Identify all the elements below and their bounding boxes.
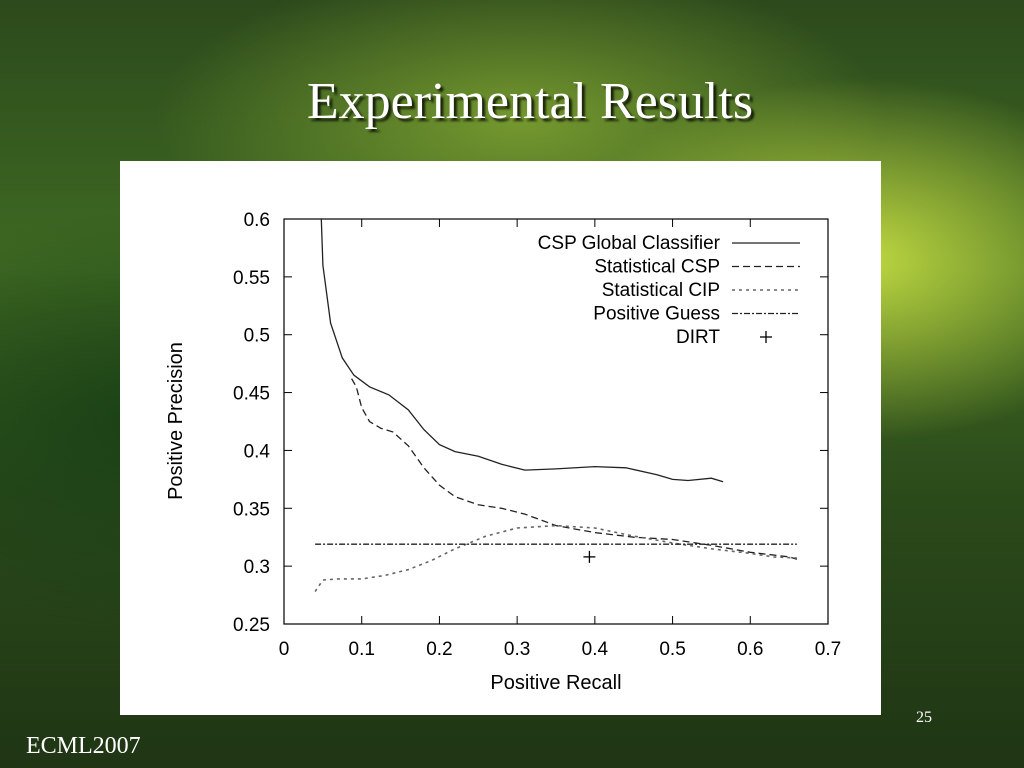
data-series bbox=[314, 218, 798, 593]
x-tick-label: 0.4 bbox=[582, 639, 609, 660]
y-tick-label: 0.25 bbox=[233, 615, 270, 636]
slide-title: Experimental Results bbox=[306, 73, 754, 130]
x-tick-label: 0 bbox=[279, 639, 290, 660]
statistical-cip-line bbox=[314, 524, 797, 593]
x-tick-label: 0.3 bbox=[504, 639, 530, 660]
y-tick-label: 0.45 bbox=[233, 384, 270, 405]
y-tick-label: 0.55 bbox=[233, 268, 270, 289]
legend-marker-dirt bbox=[760, 331, 772, 343]
x-axis-label: Positive Recall bbox=[490, 672, 621, 694]
statistical-csp-line bbox=[351, 378, 798, 560]
chart-legend: CSP Global Classifier Statistical CSPStat… bbox=[538, 233, 800, 348]
y-tick-label: 0.5 bbox=[244, 326, 270, 347]
dirt-point bbox=[583, 550, 596, 563]
axis-ticks: 0 0.1 0.2 0.3 0.4 0.5 0.6 0.7 0.25 0.3 0.35 0.4 0.45… bbox=[233, 210, 841, 660]
footer-text: ECML2007 bbox=[26, 733, 141, 759]
chart-panel: 0 0.1 0.2 0.3 0.4 0.5 0.6 0.7 0.25 0.3 0.35 0.4 0.45… bbox=[120, 161, 881, 715]
plot-frame bbox=[283, 218, 829, 625]
precision-recall-chart: 0 0.1 0.2 0.3 0.4 0.5 0.6 0.7 0.25 0.3 0.35 0.4 0.45… bbox=[165, 210, 841, 694]
x-tick-label: 0.5 bbox=[659, 639, 685, 660]
legend-label-csp-global-classifier: CSP Global Classifier bbox=[538, 233, 721, 254]
legend-label-statistical-csp: Statistical CSP bbox=[594, 257, 720, 278]
x-tick-label: 0.6 bbox=[737, 639, 763, 660]
slide-number: 25 bbox=[916, 709, 932, 726]
legend-label-statistical-cip: Statistical CIP bbox=[602, 280, 720, 301]
legend-label-positive-guess: Positive Guess bbox=[593, 304, 720, 325]
y-tick-label: 0.35 bbox=[233, 499, 270, 520]
x-tick-label: 0.7 bbox=[815, 639, 841, 660]
y-tick-label: 0.4 bbox=[244, 441, 271, 462]
y-tick-label: 0.6 bbox=[244, 210, 270, 231]
x-tick-label: 0.2 bbox=[426, 639, 452, 660]
y-axis-label: Positive Precision bbox=[165, 342, 187, 500]
y-tick-label: 0.3 bbox=[244, 557, 270, 578]
csp-global-classifier-line bbox=[320, 218, 724, 483]
x-tick-label: 0.1 bbox=[349, 639, 375, 660]
legend-label-dirt: DIRT bbox=[676, 327, 720, 348]
